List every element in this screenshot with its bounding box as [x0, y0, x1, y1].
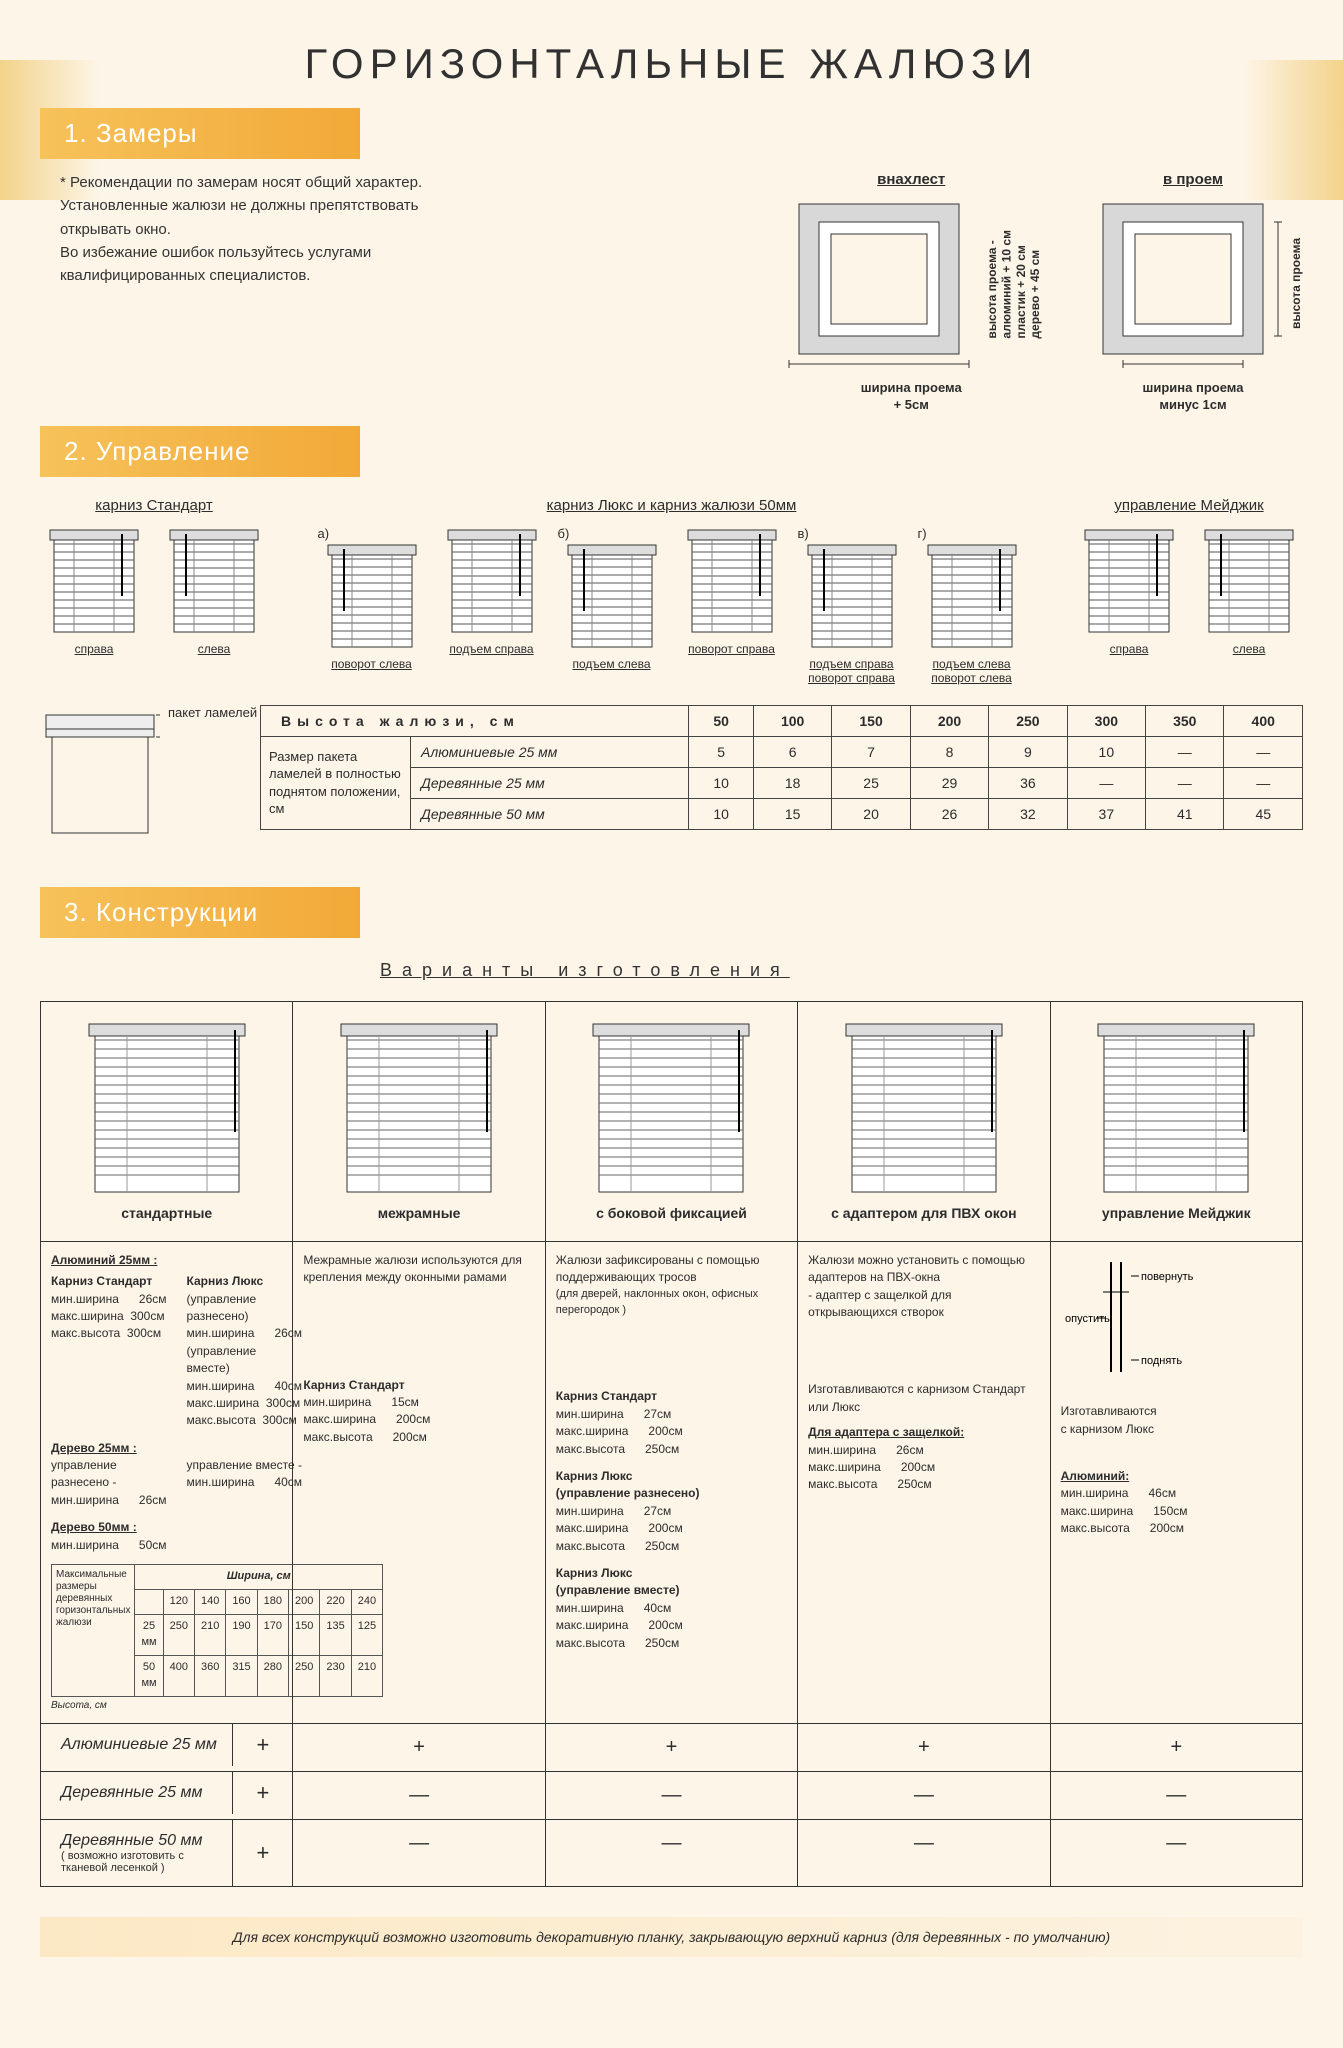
compat-cell: —: [798, 1820, 1050, 1887]
compat-cell: Деревянные 50 мм( возможно изготовить с …: [41, 1820, 293, 1887]
window-inset: в проем высота проема шир: [1083, 171, 1303, 414]
window-inset-title: в проем: [1163, 171, 1223, 188]
lamella-pack-icon: [40, 705, 160, 845]
window-frame-icon: [1083, 194, 1283, 374]
col-adapter-info: Жалюзи можно установить с помощью адапте…: [798, 1241, 1050, 1723]
compat-cell: —: [798, 1772, 1050, 1820]
control-group-title: карниз Люкс и карниз жалюзи 50мм: [547, 497, 797, 514]
control-variant: подъем справа: [438, 526, 546, 685]
control-variant: б) подъем слева: [558, 526, 666, 685]
variant-diagram: межрамные: [293, 1001, 545, 1241]
compat-cell: —: [1050, 1820, 1302, 1887]
window-inset-bottom: ширина проема минус 1см: [1143, 380, 1244, 414]
compat-cell: —: [545, 1772, 797, 1820]
control-variant: справа: [40, 526, 148, 656]
construction-table: стандартные межрамные с боковой фиксацие…: [40, 1001, 1303, 1887]
section-3-header: 3. Конструкции: [40, 887, 360, 938]
compat-cell: —: [1050, 1772, 1302, 1820]
compat-cell: +: [293, 1724, 545, 1772]
compat-cell: —: [545, 1820, 797, 1887]
window-inset-side: высота проема: [1289, 238, 1303, 329]
control-group: карниз Стандарт справа слева: [40, 497, 268, 685]
compat-cell: +: [798, 1724, 1050, 1772]
lamella-height-table: Высота жалюзи, см50100150200250300350400…: [260, 705, 1303, 830]
svg-text:поднять: поднять: [1141, 1355, 1182, 1367]
control-variant: слева: [160, 526, 268, 656]
measurement-note: * Рекомендации по замерам носят общий ха…: [40, 171, 440, 287]
compat-cell: Алюминиевые 25 мм +: [41, 1724, 293, 1772]
col-interframe-info: Межрамные жалюзи используются для крепле…: [293, 1241, 545, 1723]
section-2-header: 2. Управление: [40, 426, 360, 477]
variant-diagram: стандартные: [41, 1001, 293, 1241]
window-frame-icon: [779, 194, 979, 374]
svg-text:опустить: опустить: [1065, 1313, 1110, 1325]
control-group-title: управление Мейджик: [1114, 497, 1263, 514]
variants-title: Варианты изготовления: [380, 960, 1303, 981]
compat-cell: Деревянные 25 мм +: [41, 1772, 293, 1820]
compat-cell: —: [293, 1772, 545, 1820]
control-group-title: карниз Стандарт: [95, 497, 212, 514]
control-variant: в) подъем справа поворот справа: [798, 526, 906, 685]
control-variant: справа: [1075, 526, 1183, 656]
control-variant: поворот справа: [678, 526, 786, 685]
variant-diagram: с боковой фиксацией: [545, 1001, 797, 1241]
compat-cell: +: [1050, 1724, 1302, 1772]
col-standard-info: Алюминий 25мм : Карниз Стандарт мин.шири…: [41, 1241, 293, 1723]
control-group: управление Мейджик справа слева: [1075, 497, 1303, 685]
meijik-control-icon: повернуть опустить поднять: [1061, 1252, 1231, 1392]
variant-diagram: с адаптером для ПВХ окон: [798, 1001, 1050, 1241]
control-variant: слева: [1195, 526, 1303, 656]
compat-cell: —: [293, 1820, 545, 1887]
compat-cell: +: [545, 1724, 797, 1772]
lamella-pack-label: пакет ламелей: [168, 705, 257, 722]
svg-text:повернуть: повернуть: [1141, 1271, 1194, 1283]
window-overlap-title: внахлест: [877, 171, 945, 188]
window-overlap: внахлест высота проема - алюминий + 10 с…: [779, 171, 1043, 414]
footer-note: Для всех конструкций возможно изготовить…: [40, 1917, 1303, 1957]
control-group: карниз Люкс и карниз жалюзи 50мм а) повор…: [318, 497, 1026, 685]
window-overlap-side: высота проема - алюминий + 10 см пластик…: [985, 230, 1043, 339]
page-title: ГОРИЗОНТАЛЬНЫЕ ЖАЛЮЗИ: [40, 40, 1303, 88]
control-variant: а) поворот слева: [318, 526, 426, 685]
col-sidefix-info: Жалюзи зафиксированы с помощью поддержив…: [545, 1241, 797, 1723]
variant-diagram: управление Мейджик: [1050, 1001, 1302, 1241]
col-meijik-info: повернуть опустить поднять Изготавливают…: [1050, 1241, 1302, 1723]
section-1-header: 1. Замеры: [40, 108, 360, 159]
window-overlap-bottom: ширина проема + 5см: [861, 380, 962, 414]
control-variant: г) подъем слева поворот слева: [918, 526, 1026, 685]
